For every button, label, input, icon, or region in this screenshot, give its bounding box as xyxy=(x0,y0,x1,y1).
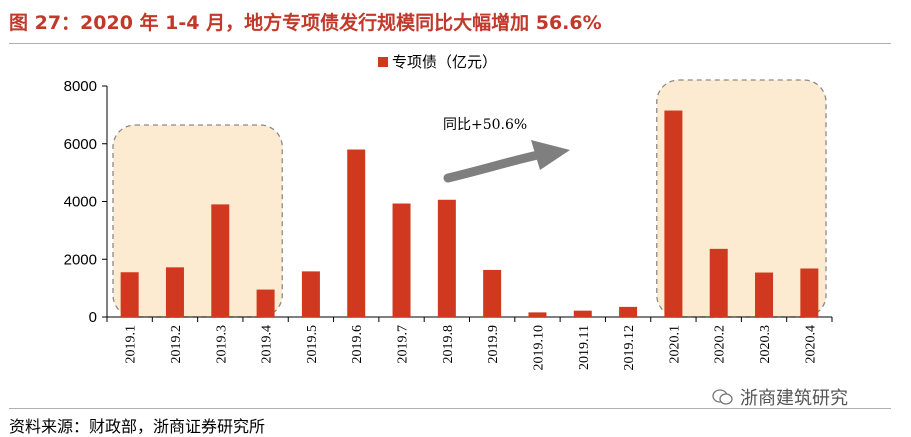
x-tick-label: 2019.2 xyxy=(169,325,184,364)
bar-2019.4 xyxy=(256,289,275,317)
x-tick-label: 2020.1 xyxy=(667,325,682,364)
x-tick-label: 2019.10 xyxy=(531,325,546,371)
x-tick-label: 2019.7 xyxy=(396,325,411,364)
x-tick-label: 2019.11 xyxy=(577,325,592,370)
axes: 0 2000 4000 6000 8000 2019.1 2019.2 2019.3 2019.… xyxy=(64,78,833,371)
x-tick-label: 2019.5 xyxy=(305,325,320,364)
bar-2020.1 xyxy=(664,110,683,317)
bar-2019.8 xyxy=(437,199,456,317)
bar-2019.3 xyxy=(211,204,230,317)
bar-2019.6 xyxy=(347,149,366,317)
bar-2020.2 xyxy=(709,248,728,317)
highlight-box xyxy=(656,79,827,318)
growth-arrow-head xyxy=(531,140,570,170)
x-tick-label: 2019.1 xyxy=(124,325,139,364)
bottom-divider xyxy=(9,408,891,409)
bar-2020.3 xyxy=(755,272,774,317)
bar-2020.4 xyxy=(800,268,819,317)
x-tick-label: 2019.8 xyxy=(441,325,456,364)
bar-2019.11 xyxy=(573,310,592,317)
y-tick-label: 0 xyxy=(89,309,97,326)
watermark-text: 浙商建筑研究 xyxy=(740,388,848,409)
bar-2019.5 xyxy=(301,271,320,317)
bar-2019.1 xyxy=(120,272,139,317)
legend-swatch xyxy=(378,57,388,67)
highlight-boxes xyxy=(112,79,827,318)
watermark: 浙商建筑研究 xyxy=(712,384,848,410)
x-tick-label: 2019.3 xyxy=(214,325,229,364)
y-tick-label: 8000 xyxy=(64,78,97,95)
y-tick-label: 4000 xyxy=(64,194,97,211)
x-tick-label: 2019.9 xyxy=(486,325,501,364)
y-tick-label: 6000 xyxy=(64,136,97,153)
x-tick-label: 2020.3 xyxy=(758,325,773,364)
x-tick-label: 2020.2 xyxy=(713,325,728,364)
x-tick-label: 2019.6 xyxy=(350,325,365,364)
wechat-icon xyxy=(712,389,733,405)
bars xyxy=(120,110,819,317)
highlight-box xyxy=(112,124,283,318)
bar-2019.12 xyxy=(619,306,638,317)
growth-annotation: 同比+50.6% xyxy=(443,117,570,183)
x-tick-label: 2019.4 xyxy=(260,325,275,364)
source-note: 资料来源：财政部，浙商证券研究所 xyxy=(9,417,266,436)
bar-2019.2 xyxy=(165,267,184,317)
legend: 专项债（亿元） xyxy=(378,53,497,71)
bar-2019.9 xyxy=(483,269,502,317)
growth-annotation-text: 同比+50.6% xyxy=(443,117,527,133)
bar-2019.7 xyxy=(392,203,411,317)
x-tick-label: 2019.12 xyxy=(622,325,637,371)
top-divider xyxy=(9,43,891,44)
figure-title: 图 27：2020 年 1-4 月，地方专项债发行规模同比大幅增加 56.6% xyxy=(9,12,602,34)
bar-2019.10 xyxy=(528,312,547,317)
x-tick-label: 2020.4 xyxy=(803,325,818,364)
legend-label: 专项债（亿元） xyxy=(392,53,497,71)
y-tick-label: 2000 xyxy=(64,251,97,268)
